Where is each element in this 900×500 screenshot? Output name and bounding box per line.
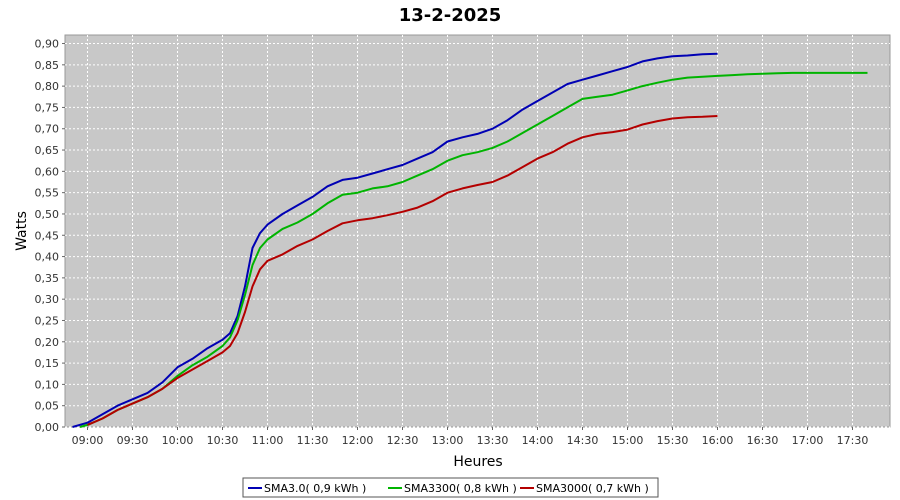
y-tick-label: 0,30 (35, 293, 60, 306)
y-tick-label: 0,60 (35, 165, 60, 178)
x-tick-label: 17:30 (837, 434, 869, 447)
y-tick-label: 0,05 (35, 400, 60, 413)
y-tick-label: 0,35 (35, 272, 60, 285)
x-tick-label: 11:00 (252, 434, 284, 447)
x-tick-label: 15:30 (657, 434, 689, 447)
y-tick-label: 0,45 (35, 229, 60, 242)
y-tick-label: 0,50 (35, 208, 60, 221)
x-tick-label: 09:00 (72, 434, 104, 447)
y-tick-label: 0,90 (35, 38, 60, 51)
y-tick-label: 0,65 (35, 144, 60, 157)
x-tick-label: 14:30 (567, 434, 599, 447)
y-tick-label: 0,75 (35, 101, 60, 114)
x-tick-label: 12:00 (342, 434, 374, 447)
y-tick-label: 0,55 (35, 187, 60, 200)
y-tick-label: 0,70 (35, 123, 60, 136)
y-tick-label: 0,15 (35, 357, 60, 370)
x-tick-label: 16:00 (702, 434, 734, 447)
x-tick-label: 11:30 (297, 434, 329, 447)
x-tick-label: 12:30 (387, 434, 419, 447)
y-tick-label: 0,20 (35, 336, 60, 349)
legend-label-2: SMA3000( 0,7 kWh ) (536, 482, 649, 495)
x-tick-label: 13:30 (477, 434, 509, 447)
x-tick-label: 14:00 (522, 434, 554, 447)
y-tick-label: 0,85 (35, 59, 60, 72)
y-tick-label: 0,00 (35, 421, 60, 434)
plot-area (64, 34, 891, 428)
y-tick-label: 0,25 (35, 314, 60, 327)
series-lines (72, 52, 868, 428)
x-axis-ticks: 09:00 09:30 10:00 10:30 11:00 11:30 12:00 12:30… (72, 427, 869, 447)
legend-label-1: SMA3300( 0,8 kWh ) (404, 482, 517, 495)
x-tick-label: 10:30 (207, 434, 239, 447)
y-axis-label: Watts (14, 211, 30, 251)
legend-box (242, 477, 659, 498)
x-tick-label: 10:00 (162, 434, 194, 447)
series-line-0 (72, 52, 718, 428)
x-axis-label: Heures (453, 454, 502, 470)
series-line-1 (79, 71, 868, 428)
x-tick-label: 17:00 (792, 434, 824, 447)
x-tick-label: 15:00 (612, 434, 644, 447)
grid-lines (65, 35, 890, 428)
y-tick-label: 0,10 (35, 378, 60, 391)
x-tick-label: 13:00 (432, 434, 464, 447)
legend: SMA3.0( 0,9 kWh ) SMA3300( 0,8 kWh ) SMA30… (242, 477, 659, 498)
y-axis-ticks: 0,00 0,05 0,10 0,15 0,20 0,25 0,30 0,35 0,40 0,45… (35, 38, 65, 434)
y-tick-label: 0,80 (35, 80, 60, 93)
x-tick-label: 09:30 (117, 434, 149, 447)
x-tick-label: 16:30 (747, 434, 779, 447)
chart-title: 13-2-2025 (399, 5, 502, 26)
legend-label-0: SMA3.0( 0,9 kWh ) (264, 482, 366, 495)
series-line-2 (87, 115, 718, 426)
y-tick-label: 0,40 (35, 251, 60, 264)
